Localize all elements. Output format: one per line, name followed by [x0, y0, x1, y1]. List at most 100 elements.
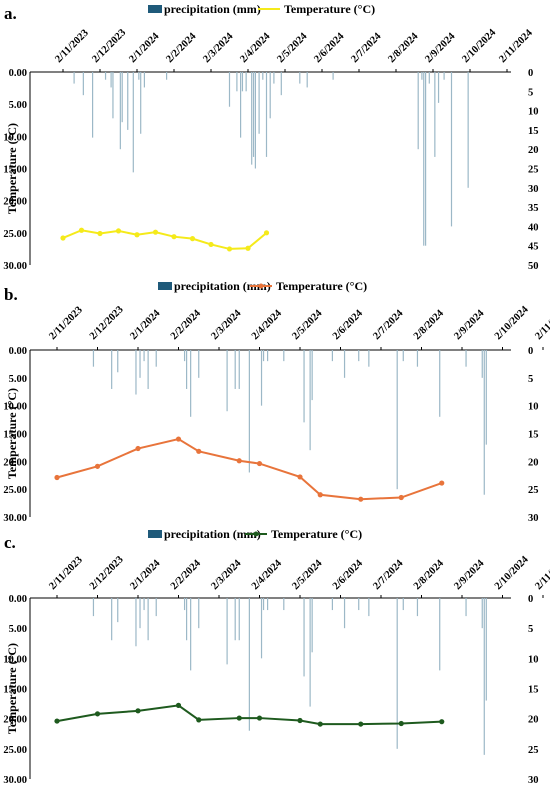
precip-bar [299, 72, 301, 84]
temperature-point [263, 230, 270, 236]
left-tick-label: 15.00 [3, 165, 27, 176]
left-tick-label: 20.00 [3, 197, 27, 208]
precip-bar [228, 72, 231, 107]
x-tick-label: 2/7/2024 [371, 557, 406, 592]
left-tick-label: 15.00 [3, 430, 27, 441]
precip-bar [254, 72, 256, 169]
x-tick-label: 2/9/2024 [423, 30, 458, 65]
precip-bar [155, 350, 157, 367]
precip-bar [110, 72, 112, 88]
precip-bar [251, 72, 253, 165]
x-tick-label: 2/2/2024 [164, 30, 199, 65]
precip-bar [481, 350, 483, 378]
precip-bar [183, 350, 186, 362]
left-tick-label: 10.00 [3, 132, 27, 143]
temperature-point [189, 236, 196, 242]
right-tick-label: 30 [528, 184, 539, 195]
precip-bar [186, 598, 188, 641]
precip-bar [111, 350, 113, 389]
temperature-point [256, 715, 263, 721]
precip-bar [262, 350, 265, 362]
temperature-point [175, 702, 182, 708]
precip-bar [82, 72, 84, 96]
x-tick-label: 2/12/2023 [88, 554, 126, 592]
right-tick-label: 30 [528, 513, 539, 524]
temperature-point [134, 232, 140, 238]
precip-bar [240, 72, 242, 138]
right-tick-label: 20 [528, 715, 539, 726]
x-tick-label: 2/6/2024 [331, 307, 366, 342]
temperature-point [94, 463, 101, 469]
left-tick-label: 5.00 [9, 100, 27, 111]
precip-bar [450, 72, 453, 227]
precip-bar [467, 72, 469, 188]
temperature-point [358, 721, 364, 727]
x-tick-label: 2/11/2024 [497, 27, 535, 65]
precip-bar [485, 350, 487, 445]
legend-bar-label: precipitation (mm) [164, 2, 261, 16]
chart-svg-b: b. precipitation (mm) Temperature (°C) 2/11… [3, 279, 550, 524]
x-tick-label: 2/1/2024 [127, 30, 162, 65]
precip-bar [434, 72, 436, 157]
precip-bar [396, 598, 398, 749]
chart-panel-a: a. precipitation (mm) Temperature (°C) 2/11… [0, 0, 550, 272]
x-tick-label: 2/1/2024 [128, 557, 163, 592]
chart-panel-c: c. precipitation (mm) Temperature (°C) 2/11… [0, 527, 550, 793]
precip-bar [198, 350, 200, 378]
precip-bar [368, 598, 370, 617]
temperature-point [135, 708, 141, 714]
temperature-point [196, 717, 202, 723]
x-tick-label: 2/4/2024 [250, 307, 285, 342]
precip-bar [252, 72, 255, 157]
precip-bar [104, 72, 107, 80]
left-tick-label: 15.00 [3, 685, 27, 696]
x-tick-label: 2/3/2024 [209, 307, 244, 342]
precip-bar [248, 598, 250, 731]
precip-bar [117, 598, 119, 623]
precip-bar [262, 72, 264, 80]
temperature-line [56, 704, 442, 726]
temperature-point [94, 711, 101, 717]
temperature-point [175, 436, 182, 442]
precip-bar [198, 598, 200, 629]
precip-bar [139, 350, 141, 378]
right-tick-label: 30 [528, 775, 539, 786]
precip-bar [92, 350, 95, 367]
precip-bar [416, 350, 419, 367]
legend-bar-swatch [148, 530, 162, 538]
temperature-point [236, 715, 242, 721]
left-tick-label: 25.00 [3, 745, 27, 756]
precip-bar [262, 598, 265, 611]
precip-bar [311, 598, 313, 653]
legend-bar-label: precipitation (mm) [164, 527, 261, 541]
right-tick-label: 15 [528, 430, 539, 441]
precip-bar [396, 350, 398, 490]
precip-bar [140, 72, 142, 134]
precip-bar [283, 350, 285, 362]
left-tick-label: 10.00 [3, 654, 27, 665]
temperature-point [60, 235, 66, 241]
temperature-point [54, 718, 60, 724]
right-tick-label: 50 [528, 261, 539, 272]
precip-bar [331, 598, 333, 611]
precip-bar [309, 350, 311, 451]
legend-line-marker [253, 531, 259, 537]
legend-bar-swatch [148, 5, 162, 13]
precip-bar [416, 598, 419, 617]
right-tick-label: 25 [528, 165, 539, 176]
precip-bar [265, 72, 268, 157]
precip-bar [280, 72, 282, 96]
precip-bar [483, 598, 485, 755]
x-tick-label: 2/8/2024 [412, 557, 447, 592]
precip-bar [238, 598, 240, 641]
temperature-point [297, 717, 303, 724]
precip-bar [260, 598, 263, 659]
precip-bar [226, 350, 228, 412]
right-tick-label: 25 [528, 745, 539, 756]
x-tick-label: 2/3/2024 [201, 30, 236, 65]
precip-bar [343, 598, 346, 629]
right-tick-label: 20 [528, 145, 539, 156]
precip-bar [147, 598, 149, 641]
precip-bar [147, 350, 149, 389]
x-tick-label: 2/3/2024 [209, 557, 244, 592]
